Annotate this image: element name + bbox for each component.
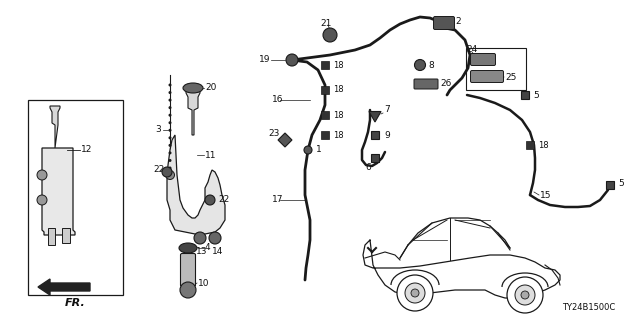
Text: 5: 5	[533, 91, 539, 100]
Circle shape	[521, 291, 529, 299]
Circle shape	[507, 277, 543, 313]
Text: 18: 18	[333, 110, 344, 119]
Text: 22: 22	[218, 196, 229, 204]
Circle shape	[405, 283, 425, 303]
Ellipse shape	[183, 83, 203, 93]
Text: 20: 20	[205, 84, 216, 92]
Text: 11: 11	[205, 150, 216, 159]
Text: 15: 15	[540, 190, 552, 199]
Text: 18: 18	[538, 140, 548, 149]
Text: 19: 19	[259, 55, 270, 65]
Text: 12: 12	[81, 146, 92, 155]
Circle shape	[168, 114, 172, 117]
Circle shape	[168, 151, 172, 155]
Circle shape	[286, 54, 298, 66]
Text: 5: 5	[618, 179, 624, 188]
Circle shape	[194, 232, 206, 244]
FancyBboxPatch shape	[414, 79, 438, 89]
Text: 24: 24	[466, 45, 477, 54]
Polygon shape	[50, 106, 60, 148]
Polygon shape	[167, 135, 225, 235]
Text: 17: 17	[272, 196, 284, 204]
Text: 18: 18	[333, 85, 344, 94]
Text: 18: 18	[333, 60, 344, 69]
FancyBboxPatch shape	[433, 17, 454, 29]
Text: 23: 23	[268, 129, 280, 138]
Text: 22: 22	[153, 165, 164, 174]
Circle shape	[37, 170, 47, 180]
Circle shape	[168, 106, 172, 109]
Text: 9: 9	[384, 131, 390, 140]
Polygon shape	[48, 228, 55, 245]
Circle shape	[180, 282, 196, 298]
Circle shape	[323, 28, 337, 42]
Circle shape	[515, 285, 535, 305]
Text: 2: 2	[455, 18, 461, 27]
Text: 16: 16	[272, 95, 284, 105]
Text: 18: 18	[333, 131, 344, 140]
Text: 26: 26	[440, 79, 451, 89]
Bar	[466, 48, 526, 90]
Circle shape	[168, 129, 172, 132]
FancyBboxPatch shape	[470, 70, 504, 83]
FancyBboxPatch shape	[470, 53, 495, 66]
Circle shape	[304, 146, 312, 154]
Text: 8: 8	[428, 60, 434, 69]
Text: 14: 14	[212, 247, 223, 257]
Text: 21: 21	[320, 19, 332, 28]
Circle shape	[168, 121, 172, 124]
Circle shape	[166, 171, 175, 180]
Polygon shape	[186, 90, 200, 135]
Text: 6: 6	[365, 164, 371, 172]
Text: 25: 25	[505, 73, 516, 82]
Bar	[28, 100, 123, 295]
Circle shape	[168, 84, 172, 86]
Circle shape	[168, 144, 172, 147]
Polygon shape	[42, 148, 75, 235]
Circle shape	[168, 159, 172, 162]
Text: 1: 1	[316, 146, 322, 155]
Circle shape	[37, 195, 47, 205]
Text: FR.: FR.	[65, 298, 85, 308]
Circle shape	[205, 195, 215, 205]
Circle shape	[397, 275, 433, 311]
Text: TY24B1500C: TY24B1500C	[562, 303, 615, 312]
Circle shape	[168, 91, 172, 94]
Circle shape	[411, 289, 419, 297]
Polygon shape	[62, 228, 70, 243]
Text: 13: 13	[196, 247, 207, 257]
Text: 7: 7	[384, 106, 390, 115]
FancyBboxPatch shape	[180, 253, 195, 286]
FancyArrow shape	[38, 279, 90, 295]
Circle shape	[415, 60, 426, 70]
Text: 4: 4	[205, 244, 211, 252]
Text: 3: 3	[155, 125, 161, 134]
Text: 10: 10	[198, 278, 209, 287]
Circle shape	[168, 166, 172, 170]
Circle shape	[168, 99, 172, 101]
Circle shape	[168, 136, 172, 139]
Circle shape	[209, 232, 221, 244]
Ellipse shape	[179, 243, 197, 253]
Circle shape	[162, 167, 172, 177]
